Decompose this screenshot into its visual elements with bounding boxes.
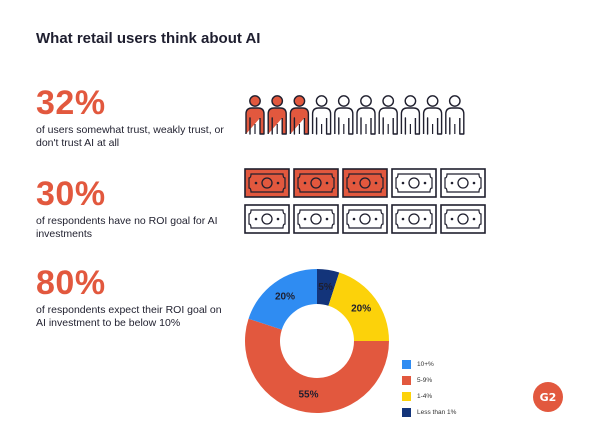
person-icon-highlighted — [267, 95, 287, 135]
person-icon — [311, 95, 332, 135]
person-icon — [422, 95, 443, 135]
chart-legend: 10+% 5-9% 1-4% Less than 1% — [402, 356, 456, 420]
stat-trust: 32% of users somewhat trust, weakly trus… — [36, 86, 226, 150]
person-icon — [400, 95, 421, 135]
legend-swatch — [402, 359, 411, 369]
person-icon — [334, 95, 354, 135]
stat-roi-expectation: 80% of respondents expect their ROI goal… — [36, 266, 226, 330]
stat-value: 80% — [36, 264, 106, 302]
stat-description: of users somewhat trust, weakly trust, o… — [36, 124, 224, 149]
slice-value-label: 5% — [318, 282, 333, 293]
banknote-icon — [391, 168, 437, 198]
legend-label: 1-4% — [417, 392, 433, 400]
banknote-icon-highlighted — [293, 168, 339, 198]
legend-item: 10+% — [402, 356, 456, 372]
banknote-icon-highlighted — [244, 168, 290, 198]
people-pictograph — [245, 95, 465, 135]
legend-item: 5-9% — [402, 372, 456, 388]
logo-text: G2 — [539, 390, 557, 404]
banknote-icon — [391, 204, 437, 234]
stat-description: of respondents expect their ROI goal on … — [36, 304, 222, 329]
stat-value: 30% — [36, 175, 106, 213]
legend-swatch — [402, 391, 411, 401]
donut-slice-1-4- — [328, 272, 389, 341]
banknote-icon — [342, 204, 388, 234]
legend-label: 10+% — [417, 360, 434, 368]
g2-logo: G2 — [533, 382, 563, 412]
person-icon — [378, 95, 398, 135]
legend-swatch — [402, 407, 411, 417]
legend-label: Less than 1% — [417, 408, 457, 416]
donut-slice-5-9- — [244, 318, 389, 413]
banknote-icon — [293, 204, 339, 234]
legend-item: Less than 1% — [402, 404, 456, 420]
legend-swatch — [402, 375, 411, 385]
person-icon-highlighted — [289, 95, 310, 135]
banknote-icon — [440, 204, 486, 234]
stat-value: 32% — [36, 84, 106, 122]
person-icon — [356, 95, 376, 135]
banknote-icon-highlighted — [342, 168, 388, 198]
page-title: What retail users think about AI — [36, 30, 261, 47]
person-icon — [445, 95, 465, 135]
slice-value-label: 20% — [351, 304, 371, 315]
banknote-icon — [440, 168, 486, 198]
roi-donut-chart: 5% 20% 55% 20% — [244, 269, 389, 413]
money-pictograph — [244, 168, 486, 234]
donut-slice-less-than-1- — [317, 269, 340, 306]
slice-value-label: 20% — [275, 292, 295, 303]
legend-item: 1-4% — [402, 388, 456, 404]
stat-roi-goal: 30% of respondents have no ROI goal for … — [36, 177, 226, 241]
slice-value-label: 55% — [298, 389, 318, 400]
banknote-icon — [244, 204, 290, 234]
donut-slice-10- — [248, 269, 317, 330]
stat-description: of respondents have no ROI goal for AI i… — [36, 215, 218, 240]
legend-label: 5-9% — [417, 376, 433, 384]
person-icon-highlighted — [245, 95, 265, 135]
